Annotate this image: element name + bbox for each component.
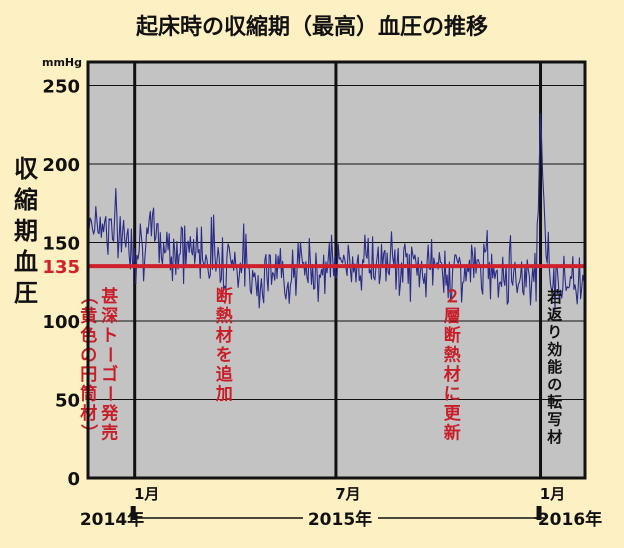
y-tick-label: 150 [42, 234, 80, 255]
y-ticks: 0 50 100 150 200 250 [42, 77, 80, 490]
annotation-char: に [444, 385, 461, 405]
annotation-char: を [216, 346, 233, 366]
annotation-char: 追 [216, 364, 234, 385]
annotation-char: ト [101, 326, 118, 346]
annotation-char: ２ [444, 287, 461, 307]
annotation-char: 売 [101, 423, 118, 444]
annotation-char: ゴ [101, 364, 118, 385]
annotation-char: 写 [547, 411, 562, 429]
annotation-char: 若 [546, 288, 562, 306]
y-tick-label: 50 [55, 391, 80, 412]
annotation-char: 材 [547, 428, 562, 446]
annotation-char: ー [99, 385, 119, 402]
annotation-char: 層 [444, 307, 461, 327]
annotation-char: 断 [216, 286, 233, 307]
y-tick-label: 100 [42, 312, 80, 333]
x-year-label: 2014年 [80, 509, 144, 530]
annotation-char: 更 [444, 404, 462, 424]
annotation-char: 発 [100, 403, 119, 424]
y-axis-label-char: 圧 [14, 279, 38, 307]
annotation-char: 甚 [101, 286, 118, 307]
annotation-char: 断 [444, 325, 461, 346]
annotation-char: 深 [101, 306, 118, 327]
annotation-char: 能 [547, 358, 562, 376]
y-axis-label-char: 縮 [14, 186, 38, 214]
annotation-char: 熱 [444, 345, 461, 366]
y-tick-label: 250 [42, 77, 80, 98]
y-axis-label-char: 収 [14, 155, 39, 183]
x-month-label: 7月 [335, 485, 360, 503]
series-line-systolic [87, 113, 586, 311]
annotation-char: 熱 [216, 306, 233, 327]
annotation-char: 返 [547, 306, 562, 324]
unit-label: mmHg [42, 56, 82, 69]
annotation-char: の [547, 376, 562, 394]
chart-title: 起床時の収縮期（最高）血圧の推移 [135, 14, 488, 40]
x-year-label: 2015年 [308, 509, 372, 530]
annotation-char: ー [99, 346, 119, 363]
y-tick-label: 200 [42, 155, 80, 176]
y-tick-label: 0 [67, 469, 80, 490]
annotation-char: 効 [547, 341, 562, 359]
y-axis-label-char: 期 [14, 217, 38, 245]
x-year-label: 2016年 [538, 509, 602, 530]
annotation-char: 新 [444, 423, 461, 444]
plot-frame [86, 60, 587, 480]
reference-line-135: 135 [42, 257, 585, 278]
year-boundary-marker [130, 506, 136, 520]
y-axis-label-char: 血 [14, 248, 38, 276]
x-month-label: 1月 [134, 485, 159, 503]
year-boundary-marker [536, 506, 542, 520]
annotation-char: り [547, 323, 562, 341]
annotation-char: 加 [215, 385, 233, 405]
annotation-char: 材 [216, 325, 233, 346]
x-month-label: 1月 [540, 485, 565, 503]
reference-line-label: 135 [42, 257, 80, 278]
annotation-char: 材 [444, 364, 461, 385]
annotation-char: 転 [547, 393, 562, 411]
x-axis: 1月 7月 1月 2014年 2015年 2016年 [80, 485, 602, 530]
